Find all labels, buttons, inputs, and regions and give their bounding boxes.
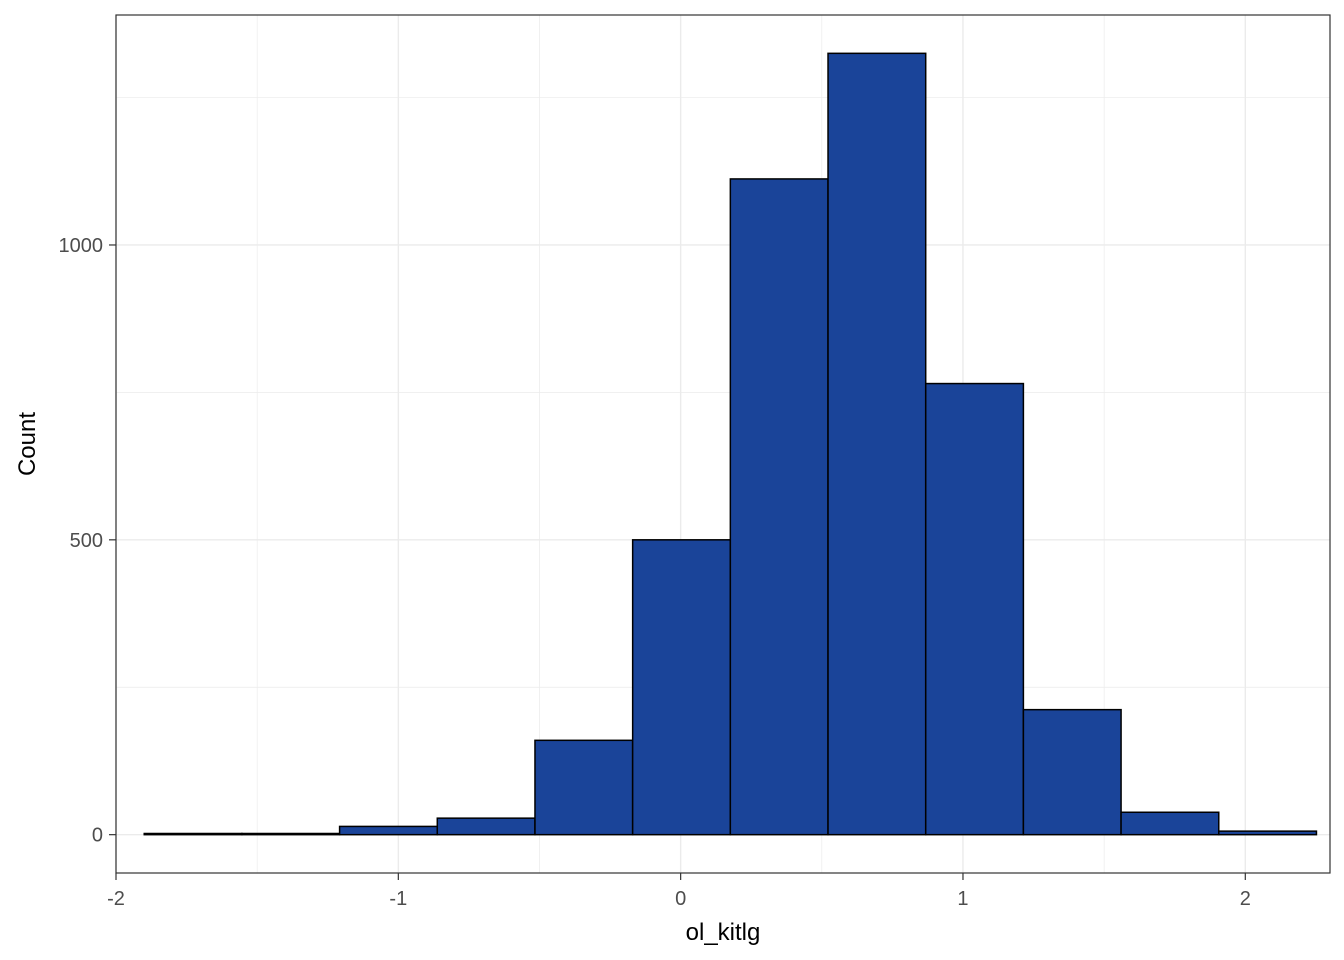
histogram-bar <box>924 382 1025 836</box>
y-tick-label: 1000 <box>59 235 104 257</box>
histogram-bar <box>1022 708 1122 836</box>
histogram-bar <box>338 825 439 836</box>
x-tick-label: 2 <box>1240 888 1251 910</box>
histogram-bar <box>1120 811 1220 836</box>
histogram-bar <box>631 539 732 836</box>
histogram-bar <box>143 832 243 836</box>
x-axis-title: ol_kitlg <box>686 919 761 946</box>
histogram-bar <box>729 178 829 836</box>
histogram-bars <box>143 52 1318 836</box>
x-tick-label: 0 <box>675 888 686 910</box>
x-tick-label: 1 <box>957 888 968 910</box>
histogram-bar <box>534 739 634 836</box>
histogram-bar <box>241 832 341 836</box>
histogram-bar <box>436 817 536 836</box>
y-tick-label: 500 <box>70 530 103 552</box>
y-axis-title: Count <box>14 412 41 476</box>
y-axis-ticks: 0 500 1000 <box>59 235 116 847</box>
histogram-bar <box>827 52 927 836</box>
x-tick-label: -2 <box>107 888 125 910</box>
y-tick-label: 0 <box>92 825 103 847</box>
panel-border <box>115 14 1331 874</box>
histogram-bar <box>1218 830 1318 836</box>
x-tick-label: -1 <box>389 888 407 910</box>
x-axis-ticks: -2 -1 0 1 2 <box>107 873 1251 910</box>
